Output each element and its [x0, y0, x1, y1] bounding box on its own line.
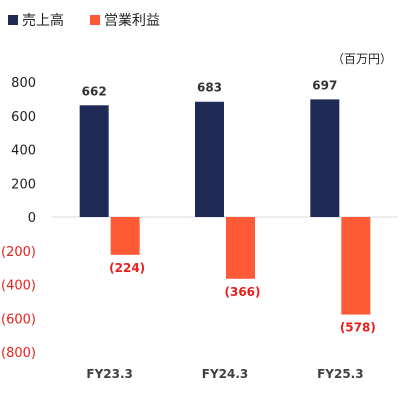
bar-operating-profit: [226, 217, 255, 279]
y-tick-label: (800): [1, 346, 36, 361]
y-tick-label: 0: [28, 211, 36, 226]
x-category-label: FY24.3: [202, 367, 249, 381]
data-label-operating-profit: (366): [224, 285, 260, 299]
x-category-label: FY23.3: [86, 367, 133, 381]
data-labels: 662 (224) 683 (366) 697 (578): [82, 78, 376, 334]
bar-operating-profit: [110, 217, 140, 255]
bar-sales: [195, 101, 224, 217]
y-tick-label: (600): [1, 312, 36, 327]
data-label-operating-profit: (224): [109, 261, 145, 275]
x-axis: FY23.3 FY24.3 FY25.3: [86, 367, 363, 381]
legend: 売上高 営業利益: [8, 12, 160, 29]
y-tick-label: (400): [1, 279, 36, 294]
data-label-sales: 662: [82, 84, 107, 98]
legend-label-sales: 売上高: [22, 12, 64, 29]
bar-operating-profit: [341, 217, 371, 315]
y-tick-label: 800: [11, 76, 36, 91]
y-tick-label: 200: [11, 177, 36, 192]
y-tick-label: 600: [11, 110, 36, 125]
data-label-sales: 697: [312, 78, 337, 92]
y-tick-label: (200): [1, 245, 36, 260]
legend-label-operating-profit: 営業利益: [104, 13, 160, 29]
data-label-sales: 683: [197, 81, 222, 95]
plot-area: [79, 99, 371, 315]
bar-sales: [310, 99, 340, 217]
legend-swatch-operating-profit: [90, 15, 100, 25]
data-label-operating-profit: (578): [340, 321, 376, 335]
y-axis: 800 600 400 200 0 (200) (400) (600) (800): [1, 76, 398, 361]
x-category-label: FY25.3: [317, 367, 364, 381]
unit-label: （百万円）: [332, 52, 392, 66]
bar-sales: [79, 105, 109, 217]
y-tick-label: 400: [11, 144, 36, 159]
legend-swatch-sales: [8, 15, 18, 25]
